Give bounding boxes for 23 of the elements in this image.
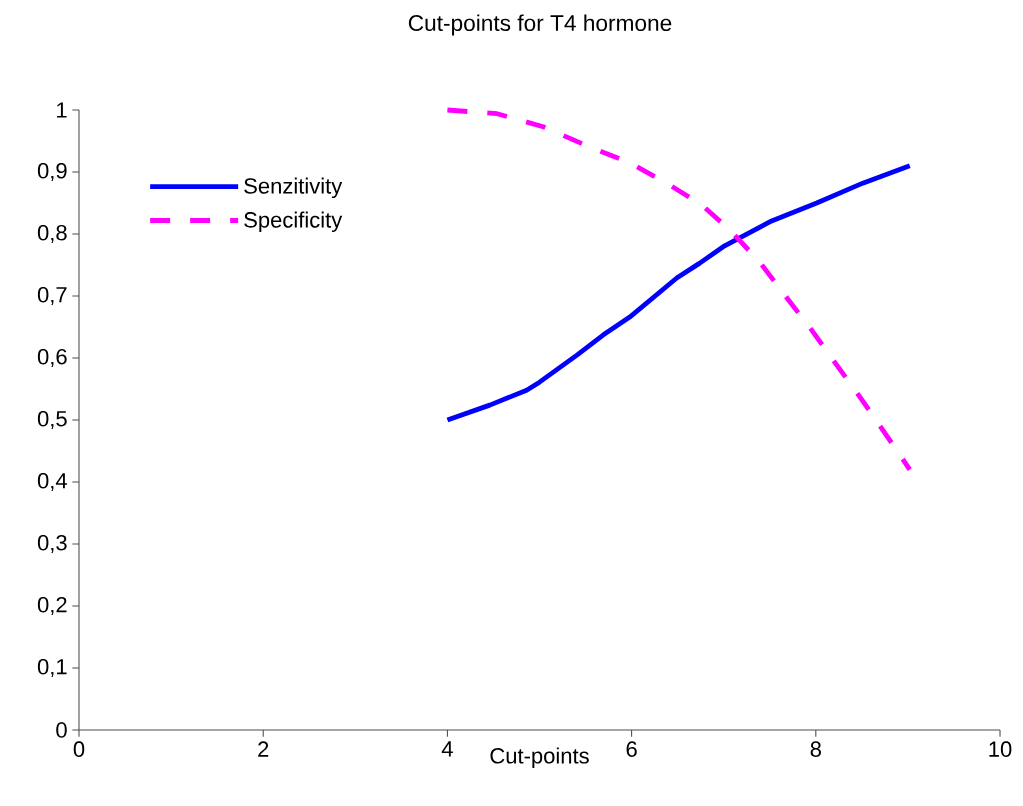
x-tick-label: 10 [989, 741, 1012, 757]
y-tick-label: 0,2 [37, 596, 67, 616]
x-tick-label: 2 [258, 741, 269, 757]
y-tick-label: 0,3 [37, 534, 67, 554]
y-tick-label: 0,8 [37, 224, 67, 244]
x-tick-label: 6 [626, 741, 637, 757]
x-axis-title: Cut-points [490, 747, 589, 768]
y-tick-label: 0,4 [37, 472, 67, 492]
y-tick-label: 0,9 [37, 162, 67, 182]
x-tick-label: 4 [441, 741, 453, 757]
chart-title: Cut-points for T4 hormone [408, 14, 672, 36]
y-tick-label: 0,6 [37, 348, 67, 368]
line-series [445, 163, 913, 423]
legend-label: Senzitivity [244, 177, 343, 199]
y-tick-label: 0 [56, 722, 67, 738]
x-tick-label: 0 [73, 741, 85, 757]
line-series [445, 107, 913, 472]
legend-label: Specificity [244, 211, 343, 233]
y-tick-label: 0,5 [37, 410, 67, 430]
y-tick-label: 0,1 [37, 658, 67, 678]
x-tick-label: 8 [810, 741, 821, 757]
y-tick-label: 0,7 [37, 286, 67, 306]
y-tick-label: 1 [57, 102, 67, 118]
